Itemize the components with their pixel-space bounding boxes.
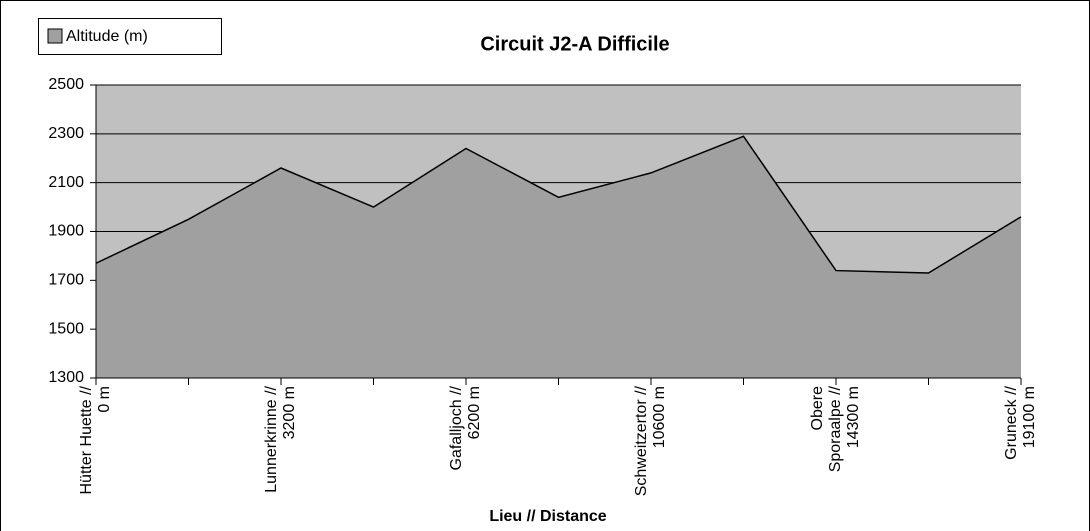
x-axis-title: Lieu // Distance: [489, 508, 606, 525]
legend-swatch: [47, 28, 63, 44]
y-tick-label: 1300: [48, 369, 84, 386]
y-tick-label: 2100: [48, 174, 84, 191]
chart-title: Circuit J2-A Difficile: [480, 33, 669, 55]
x-tick-label: Gafalljoch // 6200 m: [448, 386, 483, 471]
x-tick-label: Lunnerkrinne // 3200 m: [263, 386, 298, 493]
area: [96, 136, 1021, 378]
x-tick-label: Gruneck // 19100 m: [1003, 386, 1038, 460]
x-tick-label: Obere Sporaalpe // 14300 m: [809, 386, 862, 473]
y-tick-label: 2500: [48, 76, 84, 93]
y-tick-label: 2300: [48, 125, 84, 142]
y-tick-label: 1700: [48, 272, 84, 289]
y-tick-label: 1500: [48, 320, 84, 337]
legend-label: Altitude (m): [66, 28, 148, 45]
legend-box: [38, 18, 222, 55]
x-tick-label: Hütter Huette // 0 m: [78, 386, 113, 495]
area-outline: [95, 135, 1022, 274]
y-tick-label: 1900: [48, 223, 84, 240]
x-tick-label: Schweitzertor // 10600 m: [633, 386, 668, 497]
